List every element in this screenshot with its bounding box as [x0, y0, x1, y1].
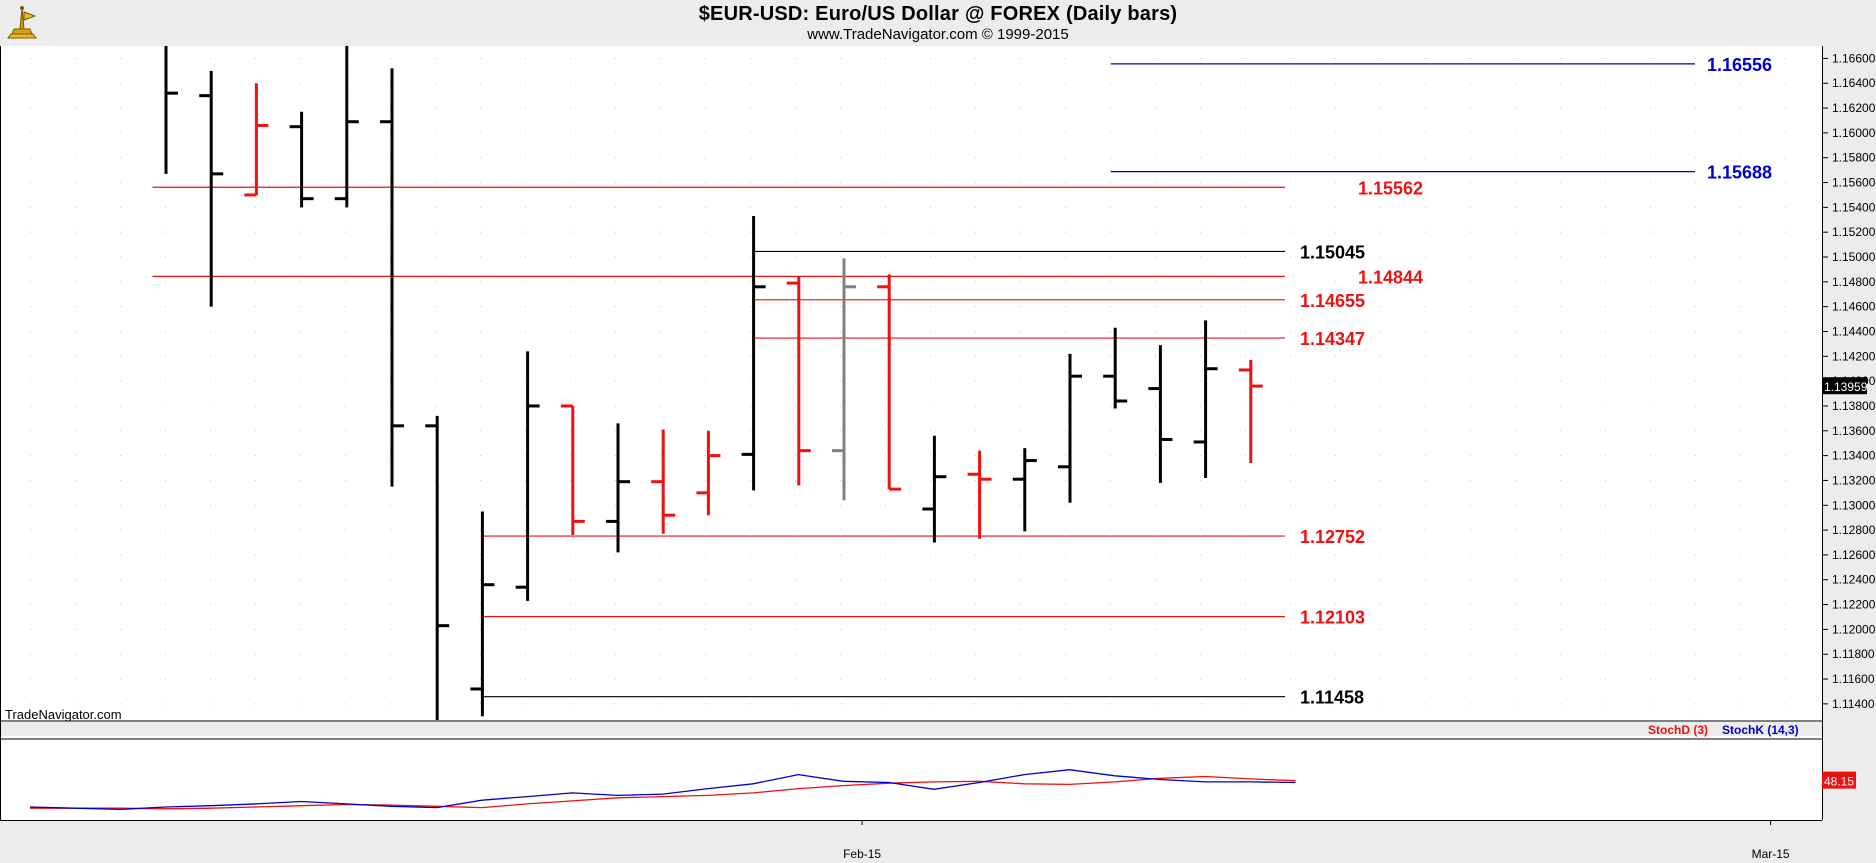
price-tick-label: 1.14800	[1832, 275, 1876, 289]
tradenavigator-logo-icon	[7, 6, 37, 39]
price-tick-label: 1.16600	[1832, 51, 1876, 65]
price-bar	[1058, 353, 1082, 503]
price-tick-label: 1.15400	[1832, 200, 1876, 214]
level-label: 1.11458	[1300, 688, 1364, 708]
price-tick-label: 1.12400	[1832, 573, 1876, 587]
level-label: 1.15688	[1707, 163, 1772, 183]
price-bar	[651, 429, 676, 534]
price-bar	[606, 423, 630, 553]
price-tick-label: 1.13400	[1832, 449, 1876, 463]
price-tick-label: 1.12200	[1832, 598, 1876, 612]
price-tick-label: 1.11600	[1832, 672, 1875, 686]
chart-grid	[0, 57, 1822, 705]
price-tick-label: 1.16000	[1832, 126, 1876, 140]
stoch-line-stochd	[30, 775, 1296, 810]
price-bars	[164, 46, 1263, 720]
price-bar	[967, 450, 992, 539]
legend-stoch-k: StochK (14,3)	[1722, 723, 1799, 737]
stoch-value-label: 48.15	[1824, 775, 1854, 789]
price-tick-label: 1.15800	[1832, 151, 1876, 165]
level-label: 1.12752	[1300, 527, 1365, 547]
date-axis-label: Feb-15	[843, 847, 881, 861]
price-tick-label: 1.15000	[1832, 250, 1876, 264]
price-bar	[1103, 327, 1128, 409]
level-label: 1.15562	[1358, 178, 1423, 198]
stoch-line-stochk	[29, 769, 1296, 811]
level-label: 1.12103	[1300, 608, 1365, 628]
watermark: TradeNavigator.com	[5, 707, 122, 722]
price-tick-label: 1.13600	[1832, 424, 1876, 438]
price-bar	[515, 351, 540, 601]
level-label: 1.14655	[1300, 291, 1365, 311]
price-tick-label: 1.16400	[1832, 76, 1876, 90]
last-price-tag	[1822, 377, 1867, 395]
legend-stoch-d: StochD (3)	[1648, 723, 1708, 737]
price-bar	[696, 430, 721, 516]
price-bar	[1193, 320, 1218, 478]
stoch-value-tag	[1822, 771, 1856, 789]
price-tick-label: 1.12600	[1832, 548, 1876, 562]
level-label: 1.15045	[1300, 242, 1365, 262]
price-tick-label: 1.14400	[1832, 324, 1876, 338]
level-label: 1.16556	[1707, 55, 1772, 75]
price-levels	[152, 63, 1695, 698]
date-axis-label: Mar-15	[1752, 847, 1790, 861]
price-tick-label: 1.14200	[1832, 349, 1876, 363]
price-bar	[334, 46, 359, 208]
price-axis-background	[1822, 46, 1876, 820]
price-bar	[1148, 345, 1173, 483]
price-bar	[470, 511, 495, 717]
level-label: 1.14347	[1300, 329, 1365, 349]
level-label: 1.14844	[1358, 267, 1423, 287]
price-bar	[922, 435, 947, 543]
chart-title: $EUR-USD: Euro/US Dollar @ FOREX (Daily …	[698, 3, 1178, 25]
price-tick-label: 1.15200	[1832, 225, 1876, 239]
chart-header: $EUR-USD: Euro/US Dollar @ FOREX (Daily …	[0, 0, 1876, 46]
stochastic-panel: StochD (3) StochK (14,3) 48.15	[29, 723, 1856, 811]
price-bar	[1012, 448, 1037, 532]
last-price-label: 1.13959	[1824, 380, 1868, 394]
price-tick-label: 1.11400	[1832, 697, 1875, 711]
price-tick-label: 1.12000	[1832, 622, 1876, 636]
price-bar	[560, 404, 585, 536]
price-tick-label: 1.12800	[1832, 523, 1876, 537]
price-tick-label: 1.13200	[1832, 473, 1876, 487]
price-tick-label: 1.13800	[1832, 399, 1876, 413]
price-bar	[289, 111, 314, 208]
price-tick-label: 1.15600	[1832, 176, 1876, 190]
price-tick-label: 1.11800	[1832, 647, 1875, 661]
price-bar	[877, 274, 902, 491]
price-bar	[425, 415, 450, 720]
price-bar	[244, 83, 269, 197]
price-bar	[199, 70, 224, 307]
price-bar	[832, 258, 856, 501]
legend-strip	[0, 722, 1822, 736]
price-bar	[380, 68, 404, 487]
price-bar	[786, 276, 811, 486]
price-tick-label: 1.14600	[1832, 300, 1876, 314]
chart-subtitle: www.TradeNavigator.com © 1999-2015	[807, 26, 1069, 43]
price-bar	[164, 46, 178, 174]
price-tick-label: 1.13000	[1832, 498, 1876, 512]
price-tick-label: 1.16200	[1832, 101, 1876, 115]
chart-frame	[0, 46, 1876, 863]
date-axis-background	[0, 820, 1876, 863]
price-axis: 1.16600 1.16400 1.16200 1.16000 1.15800 1.156…	[1822, 51, 1876, 711]
price-bar	[741, 216, 766, 491]
price-bar	[1238, 360, 1263, 464]
date-axis: Feb-15 Mar-15	[843, 820, 1790, 861]
